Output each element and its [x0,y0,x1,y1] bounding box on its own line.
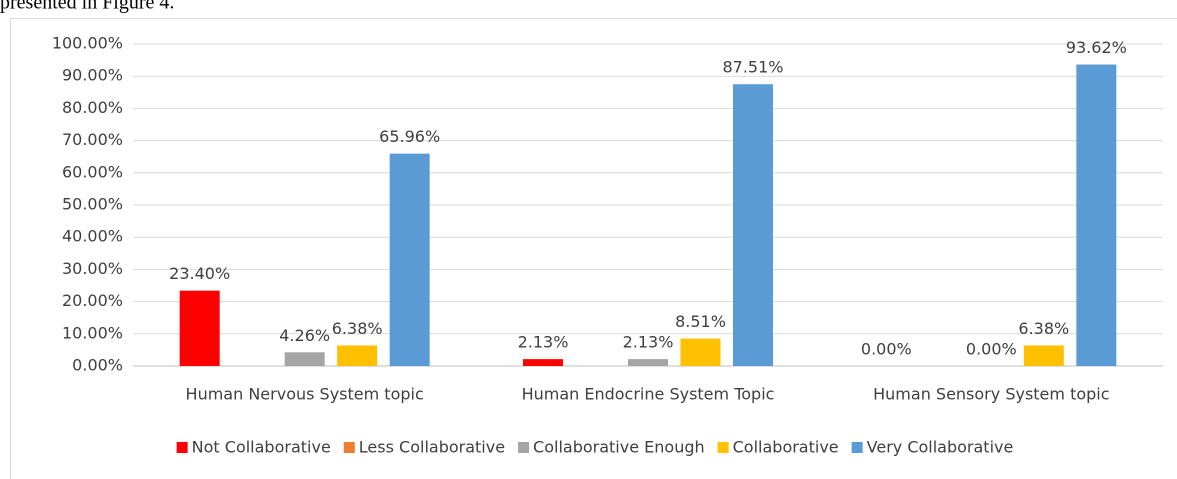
bar [523,359,563,366]
bar [284,352,325,366]
data-label: 6.38% [332,319,383,338]
legend-label: Collaborative [733,438,839,457]
bar [733,84,773,366]
data-label: 6.38% [1018,319,1069,338]
data-label: 23.40% [169,264,230,283]
y-tick-label: 40.00% [62,227,123,246]
bar [389,153,430,366]
bar [179,290,220,366]
legend-label: Less Collaborative [359,438,505,457]
data-label: 4.26% [279,326,330,345]
y-tick-label: 80.00% [62,98,123,117]
legend-label: Very Collaborative [867,438,1014,457]
y-tick-label: 100.00% [52,34,123,53]
data-label: 2.13% [518,333,569,352]
y-tick-label: 90.00% [62,66,123,85]
x-tick-label: Human Nervous System topic [186,385,424,404]
chart-frame [10,18,1177,479]
x-tick-label: Human Endocrine System Topic [522,385,775,404]
y-tick-label: 50.00% [62,195,123,214]
data-label: 87.51% [722,58,783,77]
legend-swatch [518,442,530,453]
legend-label: Not Collaborative [192,438,331,457]
data-label: 65.96% [379,127,440,146]
data-label: 2.13% [623,333,674,352]
bar [1076,64,1117,366]
bar [337,345,378,366]
legend-swatch [851,442,863,453]
data-label: 93.62% [1066,38,1127,57]
data-label: 0.00% [861,340,912,359]
legend-swatch [717,442,729,453]
bar [628,359,668,366]
y-tick-label: 0.00% [72,356,123,375]
y-tick-label: 10.00% [62,323,123,342]
bar [680,338,721,366]
legend-swatch [176,442,188,453]
legend-label: Collaborative Enough [533,438,705,457]
y-tick-label: 70.00% [62,130,123,149]
y-tick-label: 60.00% [62,162,123,181]
data-label: 0.00% [966,340,1017,359]
data-label: 8.51% [675,312,726,331]
legend-swatch [343,442,355,453]
document-text: presented in Figure 4. [0,0,174,14]
y-tick-label: 20.00% [62,291,123,310]
bar [1023,345,1064,366]
y-tick-label: 30.00% [62,259,123,278]
x-tick-label: Human Sensory System topic [873,385,1109,404]
